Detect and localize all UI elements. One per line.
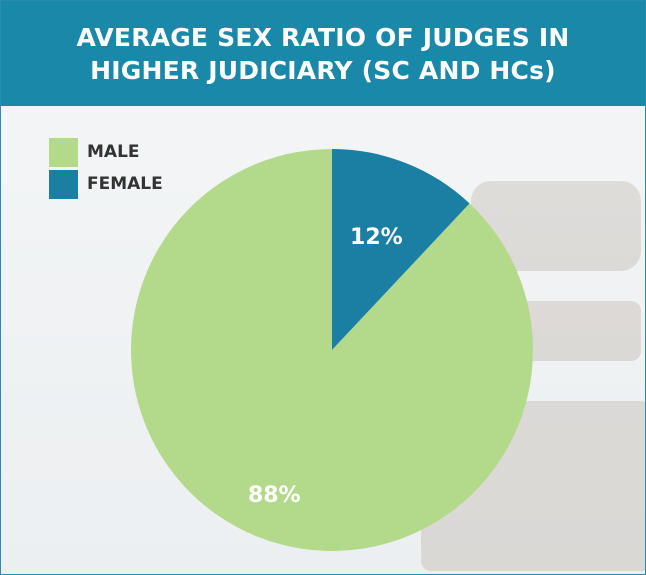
pie-slice — [130, 149, 534, 551]
legend-label: MALE — [87, 142, 140, 162]
slice-label: 12% — [350, 225, 403, 250]
header: AVERAGE SEX RATIO OF JUDGES IN HIGHER JU… — [1, 1, 645, 106]
legend-swatch — [49, 138, 78, 167]
chart-title: AVERAGE SEX RATIO OF JUDGES IN HIGHER JU… — [76, 22, 570, 85]
pie-slice — [332, 149, 470, 350]
slice-label: 88% — [248, 483, 301, 508]
legend-swatch — [49, 170, 78, 199]
legend-label: FEMALE — [87, 174, 163, 194]
